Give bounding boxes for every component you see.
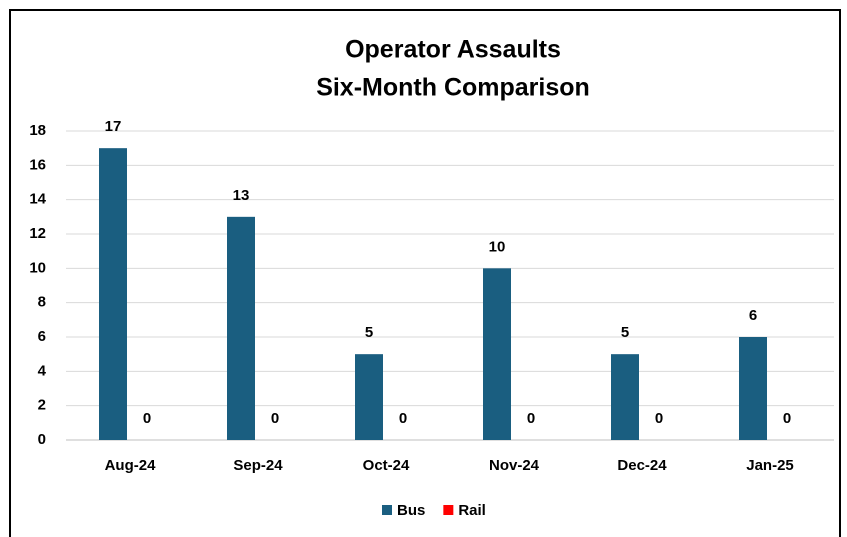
- legend-label: Rail: [458, 502, 486, 519]
- y-tick-label: 18: [29, 122, 46, 139]
- y-tick-label: 6: [38, 328, 46, 345]
- x-tick-label: Oct-24: [363, 457, 410, 474]
- x-tick-label: Aug-24: [105, 457, 156, 474]
- legend-swatch: [443, 505, 454, 515]
- data-label: 13: [233, 187, 250, 204]
- legend-swatch: [382, 505, 392, 515]
- y-tick-label: 12: [29, 225, 46, 242]
- y-tick-label: 4: [38, 362, 47, 379]
- chart-subtitle: Six-Month Comparison: [316, 74, 590, 102]
- data-label: 10: [489, 238, 506, 255]
- data-label: 0: [143, 410, 151, 427]
- bar: [227, 216, 255, 440]
- bar: [355, 354, 383, 440]
- x-tick-label: Dec-24: [617, 457, 667, 474]
- y-tick-label: 0: [38, 431, 46, 448]
- y-tick-label: 2: [38, 397, 46, 414]
- data-label: 5: [621, 324, 629, 341]
- chart-title: Operator Assaults: [345, 36, 561, 64]
- chart-frame: [9, 9, 841, 537]
- data-label: 0: [783, 410, 791, 427]
- legend-label: Bus: [397, 502, 425, 519]
- x-tick-label: Jan-25: [746, 457, 794, 474]
- data-label: 0: [527, 410, 535, 427]
- data-label: 6: [749, 307, 757, 324]
- bar: [483, 268, 511, 440]
- bar: [611, 354, 639, 440]
- data-label: 0: [655, 410, 663, 427]
- x-tick-label: Nov-24: [489, 457, 540, 474]
- data-label: 5: [365, 324, 373, 341]
- y-tick-label: 14: [29, 191, 46, 208]
- y-tick-label: 16: [29, 156, 46, 173]
- y-tick-label: 10: [29, 259, 46, 276]
- y-tick-label: 8: [38, 294, 46, 311]
- data-label: 0: [271, 410, 279, 427]
- bar: [739, 337, 767, 440]
- data-label: 17: [105, 118, 122, 135]
- data-label: 0: [399, 410, 407, 427]
- x-tick-label: Sep-24: [233, 457, 283, 474]
- bar: [99, 148, 127, 440]
